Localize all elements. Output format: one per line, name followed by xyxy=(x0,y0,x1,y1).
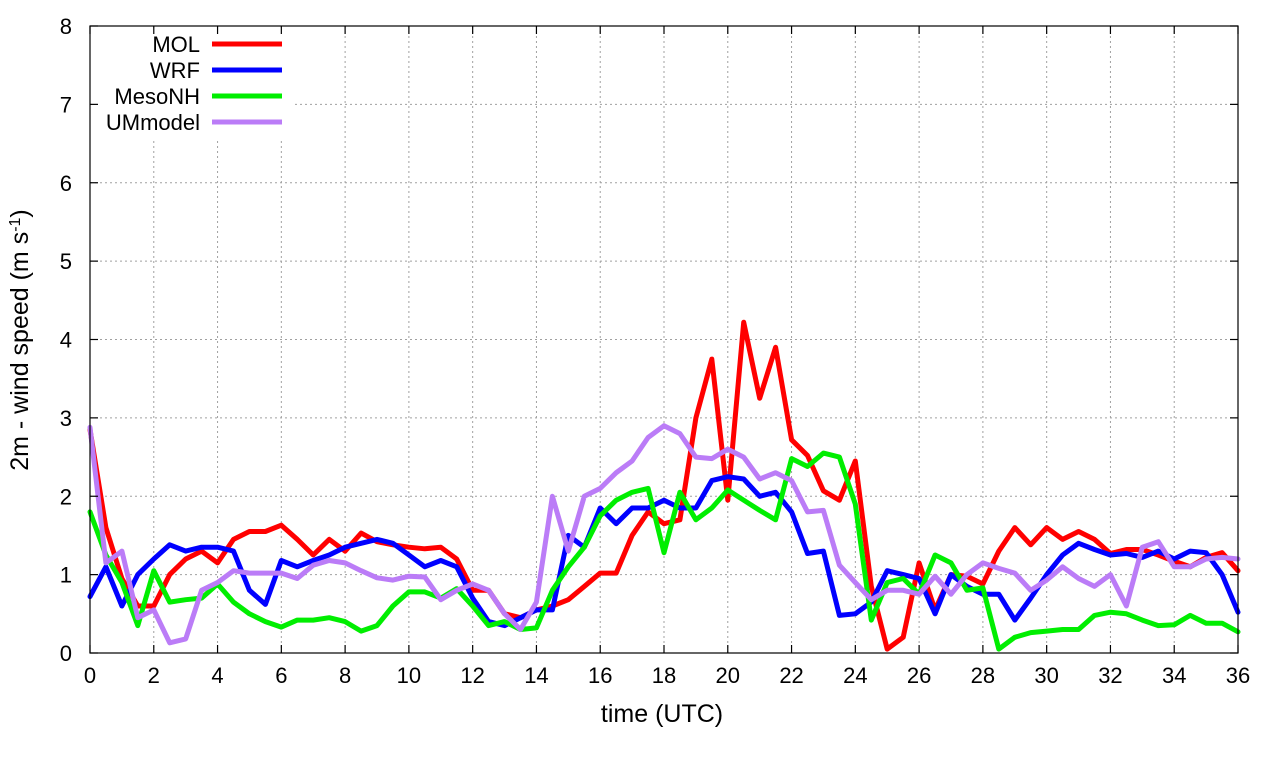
grid xyxy=(90,26,1238,653)
y-tick-label: 6 xyxy=(60,171,72,196)
x-tick-label: 26 xyxy=(907,663,931,688)
x-tick-label: 34 xyxy=(1162,663,1186,688)
ticks: 0 2 4 6 8 10 12 14 16 18 20 22 24 26 28 30 32 34 360123456… xyxy=(60,14,1250,688)
x-tick-label: 32 xyxy=(1098,663,1122,688)
y-tick-label: 2 xyxy=(60,484,72,509)
legend-label-mesonh: MesoNH xyxy=(114,84,200,109)
x-tick-label: 10 xyxy=(397,663,421,688)
y-tick-label: 3 xyxy=(60,406,72,431)
series-line-mol xyxy=(87,319,1241,652)
x-tick-label: 12 xyxy=(460,663,484,688)
x-tick-label: 2 xyxy=(148,663,160,688)
x-tick-label: 8 xyxy=(339,663,351,688)
x-tick-label: 20 xyxy=(716,663,740,688)
y-axis-label-tail: ) xyxy=(6,209,34,217)
y-tick-label: 0 xyxy=(60,641,72,666)
x-tick-label: 22 xyxy=(779,663,803,688)
series-line-mesonh xyxy=(87,450,1241,652)
x-tick-label: 24 xyxy=(843,663,867,688)
x-tick-label: 18 xyxy=(652,663,676,688)
x-tick-label: 14 xyxy=(524,663,548,688)
x-tick-label: 36 xyxy=(1226,663,1250,688)
x-tick-label: 16 xyxy=(588,663,612,688)
x-axis-label: time (UTC) xyxy=(601,700,723,728)
y-axis-label-superscript: -1 xyxy=(7,217,24,231)
y-tick-label: 8 xyxy=(60,14,72,39)
series-line-wrf xyxy=(87,474,1241,629)
legend-label-ummodel: UMmodel xyxy=(106,110,200,135)
series-group xyxy=(87,319,1241,652)
y-tick-label: 7 xyxy=(60,92,72,117)
x-tick-label: 28 xyxy=(971,663,995,688)
y-tick-label: 1 xyxy=(60,563,72,588)
legend-label-mol: MOL xyxy=(152,32,200,57)
x-tick-label: 6 xyxy=(275,663,287,688)
y-axis-label: 2m - wind speed (m s-1) xyxy=(6,209,34,471)
y-tick-label: 5 xyxy=(60,249,72,274)
x-tick-label: 0 xyxy=(84,663,96,688)
legend-label-wrf: WRF xyxy=(150,58,200,83)
y-axis-label-main: 2m - wind speed (m s xyxy=(6,232,34,471)
series-line-ummodel xyxy=(87,423,1241,646)
y-tick-label: 4 xyxy=(60,328,72,353)
x-tick-label: 30 xyxy=(1034,663,1058,688)
x-tick-label: 4 xyxy=(211,663,223,688)
